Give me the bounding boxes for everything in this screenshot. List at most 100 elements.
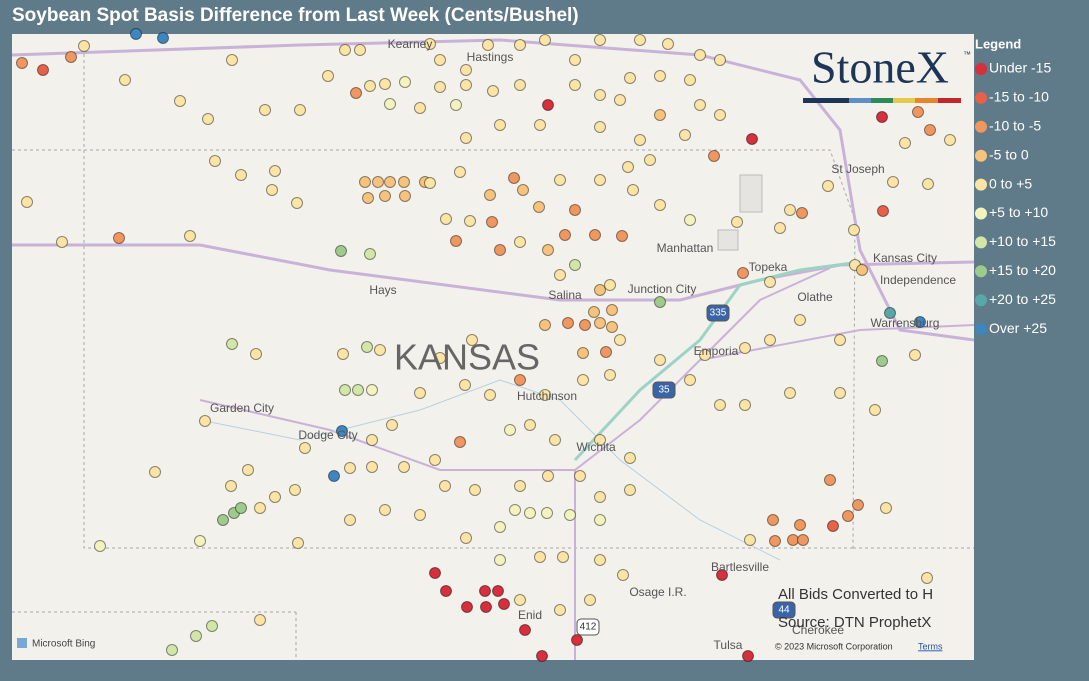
station-dot <box>299 442 311 454</box>
station-dot <box>254 614 266 626</box>
station-dot <box>424 177 436 189</box>
station-dot <box>824 474 836 486</box>
station-dot <box>737 267 749 279</box>
legend-swatch <box>975 178 987 191</box>
place-label: Dodge City <box>298 428 357 442</box>
station-dot <box>194 535 206 547</box>
place-label: Emporia <box>694 344 739 358</box>
station-dot <box>379 190 391 202</box>
station-dot <box>362 192 374 204</box>
station-dot <box>876 355 888 367</box>
station-dot <box>364 248 376 260</box>
station-dot <box>594 121 606 133</box>
station-dot <box>834 334 846 346</box>
station-dot <box>517 184 529 196</box>
station-dot <box>352 384 364 396</box>
station-dot <box>494 244 506 256</box>
station-dot <box>289 484 301 496</box>
place-label: Cherokee <box>792 623 844 637</box>
station-dot <box>774 222 786 234</box>
station-dot <box>464 215 476 227</box>
station-dot <box>65 51 77 63</box>
place-label: Osage I.R. <box>629 585 686 599</box>
station-dot <box>921 572 933 584</box>
shield <box>576 618 600 636</box>
note: Source: DTN ProphetX <box>778 614 931 631</box>
logo-mark: ™ <box>963 50 971 59</box>
station-dot <box>384 98 396 110</box>
station-dot <box>714 109 726 121</box>
station-dot <box>336 425 348 437</box>
station-dot <box>350 87 362 99</box>
station-dot <box>414 509 426 521</box>
station-dot <box>797 534 809 546</box>
station-dot <box>899 137 911 149</box>
legend-label: Over +25 <box>989 320 1047 336</box>
station-dot <box>600 346 612 358</box>
legend-label: +20 to +25 <box>989 291 1056 307</box>
place-label: Manhattan <box>657 241 714 255</box>
place-label: Salina <box>548 288 582 302</box>
terms-link[interactable]: Terms <box>918 641 943 651</box>
station-dot <box>594 174 606 186</box>
station-dot <box>113 232 125 244</box>
shield-number: 44 <box>778 605 790 616</box>
station-dot <box>524 507 536 519</box>
station-dot <box>399 190 411 202</box>
station-dot <box>594 34 606 46</box>
station-dot <box>225 480 237 492</box>
station-dot <box>359 176 371 188</box>
station-dot <box>344 514 356 526</box>
station-dot <box>559 229 571 241</box>
station-dot <box>514 79 526 91</box>
station-dot <box>366 384 378 396</box>
station-dot <box>524 419 536 431</box>
station-dot <box>694 99 706 111</box>
shield-number: 35 <box>658 385 670 396</box>
place-label: Hutchinson <box>517 389 577 403</box>
station-dot <box>514 39 526 51</box>
station-dot <box>794 519 806 531</box>
station-dot <box>372 176 384 188</box>
station-dot <box>606 304 618 316</box>
station-dot <box>644 154 656 166</box>
place-label: Junction City <box>628 282 697 296</box>
station-dot <box>588 306 600 318</box>
station-dot <box>834 387 846 399</box>
station-dot <box>482 39 494 51</box>
station-dot <box>684 214 696 226</box>
map-lines <box>11 38 975 660</box>
station-dot <box>450 235 462 247</box>
shield-number: 335 <box>710 308 727 319</box>
bing-logo: Microsoft Bing <box>32 639 95 650</box>
place-label: Garden City <box>210 401 274 415</box>
station-dot <box>335 245 347 257</box>
legend-swatch <box>975 236 987 249</box>
station-dot <box>654 354 666 366</box>
station-dot <box>787 534 799 546</box>
station-dot <box>796 207 808 219</box>
station-dot <box>379 504 391 516</box>
legend-label: +5 to +10 <box>989 204 1048 220</box>
station-dot <box>450 99 462 111</box>
station-dot <box>634 134 646 146</box>
station-dot <box>460 64 472 76</box>
shield-number: 412 <box>580 622 597 633</box>
station-dot <box>539 34 551 46</box>
legend-swatch <box>975 265 987 278</box>
station-dot <box>254 502 266 514</box>
station-dot <box>366 434 378 446</box>
station-dot <box>716 569 728 581</box>
station-dot <box>564 509 576 521</box>
station-dot <box>291 197 303 209</box>
legend-title: Legend <box>975 36 1021 51</box>
place-label: Bartlesville <box>711 560 769 574</box>
station-dot <box>569 204 581 216</box>
shield <box>772 601 796 619</box>
station-dot <box>887 176 899 188</box>
station-dot <box>869 404 881 416</box>
station-dot <box>484 189 496 201</box>
place-label: St Joseph <box>831 162 884 176</box>
legend-swatch <box>975 120 987 133</box>
station-dot <box>614 334 626 346</box>
